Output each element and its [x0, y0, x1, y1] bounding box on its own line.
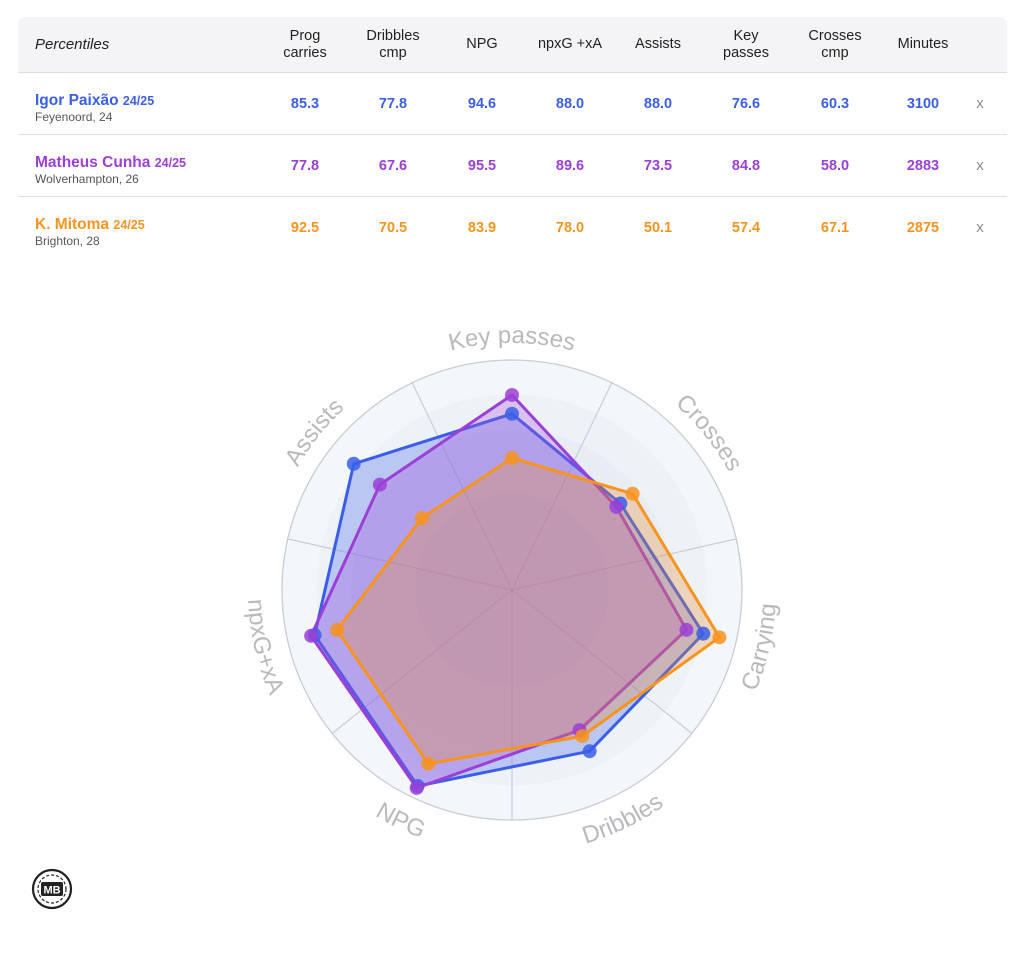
header-assists[interactable]: Assists — [635, 36, 681, 52]
table-row: K. Mitoma 24/25 Brighton, 28 92.5 70.5 83.9 7… — [18, 197, 1007, 258]
value-cell: 50.1 — [643, 219, 673, 236]
player-club: Feyenoord, 24 — [35, 110, 113, 124]
value-cell: 57.4 — [731, 219, 761, 236]
value-cell: 84.8 — [731, 157, 761, 174]
header-crosses-cmp[interactable]: Crosses cmp — [808, 27, 862, 61]
value-cell: 78.0 — [555, 219, 585, 236]
logo-text: MB — [43, 885, 60, 897]
radar-point — [421, 756, 436, 771]
radar-point — [712, 630, 727, 645]
player-season: 24/25 — [113, 218, 145, 232]
player-season: 24/25 — [154, 156, 186, 170]
value-cell: 83.9 — [467, 219, 497, 236]
value-cell: 70.5 — [378, 219, 408, 236]
radar-point — [625, 486, 640, 501]
axis-label-text: npxG+xA — [242, 598, 289, 698]
player-name[interactable]: K. Mitoma 24/25 — [35, 216, 145, 234]
value-cell: 94.6 — [467, 95, 497, 112]
radar-series-area — [309, 393, 688, 790]
value-cell: 92.5 — [290, 219, 320, 236]
radar-series-area — [313, 412, 705, 788]
remove-player-button[interactable]: x — [976, 157, 984, 174]
radar-point — [609, 499, 624, 514]
value-cell: 77.8 — [378, 95, 408, 112]
value-cell: 58.0 — [820, 157, 850, 174]
radar-point — [330, 622, 345, 637]
value-cell: 89.6 — [555, 157, 585, 174]
header-minutes[interactable]: Minutes — [897, 36, 949, 52]
value-cell: 88.0 — [643, 95, 673, 112]
player-name-text: Igor Paixão — [35, 92, 119, 109]
radar-spoke — [511, 589, 693, 734]
radar-spoke — [511, 382, 613, 591]
player-club: Wolverhampton, 26 — [35, 172, 139, 186]
value-cell: 73.5 — [643, 157, 673, 174]
radar-point — [575, 729, 590, 744]
remove-player-button[interactable]: x — [976, 95, 984, 112]
radar-point — [679, 622, 694, 637]
value-cell: 76.6 — [731, 95, 761, 112]
value-cell: 60.3 — [820, 95, 850, 112]
radar-spoke — [511, 538, 737, 591]
player-season: 24/25 — [122, 94, 155, 108]
value-cell: 3100 — [906, 95, 940, 112]
player-name[interactable]: Matheus Cunha 24/25 — [35, 154, 186, 172]
radar-spoke — [411, 382, 513, 591]
radar-point — [372, 477, 387, 492]
axis-label-text: Carrying — [736, 602, 782, 694]
radar-point — [346, 456, 361, 471]
radar-series-area — [335, 456, 721, 766]
value-cell: 85.3 — [290, 95, 320, 112]
header-dribbles-cmp[interactable]: Dribbles cmp — [366, 27, 420, 61]
value-cell: 2883 — [906, 157, 940, 174]
radar-point — [414, 511, 429, 526]
axis-label-text: Key passes — [446, 322, 578, 357]
radar-spoke — [287, 538, 513, 591]
value-cell: 95.5 — [467, 157, 497, 174]
radar-point — [582, 744, 597, 759]
table-row: Igor Paixão 24/25 Feyenoord, 24 85.3 77.8 94… — [18, 73, 1007, 135]
radar-point — [304, 628, 319, 643]
header-key-passes[interactable]: Key passes — [723, 27, 769, 61]
radar-point — [505, 406, 519, 421]
table-header: Percentiles Prog carries Dribbles cmp NPG … — [18, 17, 1007, 73]
value-cell: 2875 — [906, 219, 940, 236]
radar-point — [696, 626, 711, 641]
value-cell: 88.0 — [555, 95, 585, 112]
radar-point — [505, 450, 519, 465]
header-prog-carries[interactable]: Prog carries — [283, 27, 327, 61]
header-npg[interactable]: NPG — [466, 36, 498, 52]
value-cell: 67.1 — [820, 219, 850, 236]
player-cell: K. Mitoma 24/25 Brighton, 28 — [35, 216, 145, 248]
axis-label: npxG+xA — [242, 598, 289, 698]
axis-label: Carrying — [736, 602, 782, 694]
axis-label: Key passes — [446, 322, 578, 357]
header-percentiles: Percentiles — [35, 36, 110, 53]
value-cell: 77.8 — [290, 157, 320, 174]
table-row: Matheus Cunha 24/25 Wolverhampton, 26 77.8… — [18, 135, 1007, 197]
value-cell: 67.6 — [378, 157, 408, 174]
axis-label: NPG — [372, 797, 430, 843]
axis-label-text: NPG — [372, 797, 430, 843]
player-cell: Igor Paixão 24/25 Feyenoord, 24 — [35, 92, 154, 124]
mb-logo: MB — [31, 868, 73, 910]
percentiles-table: Percentiles Prog carries Dribbles cmp NPG … — [18, 17, 1007, 258]
player-name-text: Matheus Cunha — [35, 154, 151, 171]
radar-point — [409, 780, 424, 795]
header-npxg-xa[interactable]: npxG +xA — [537, 36, 603, 52]
radar-point — [505, 387, 519, 402]
player-name[interactable]: Igor Paixão 24/25 — [35, 92, 154, 110]
player-club: Brighton, 28 — [35, 234, 100, 248]
remove-player-button[interactable]: x — [976, 219, 984, 236]
player-name-text: K. Mitoma — [35, 216, 110, 233]
player-cell: Matheus Cunha 24/25 Wolverhampton, 26 — [35, 154, 186, 186]
